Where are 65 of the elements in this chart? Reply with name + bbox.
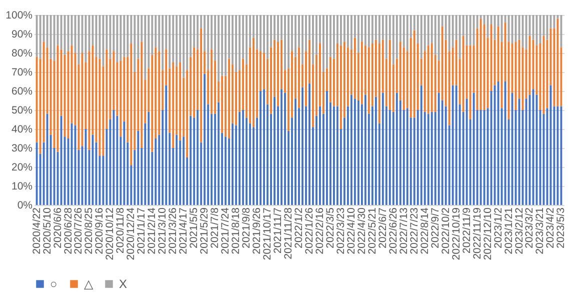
x-tick-label: 2020/12/24 <box>125 207 138 260</box>
x-tick-label: 2022/2/16 <box>314 207 326 254</box>
x-tick-label: 2020/5/10 <box>41 207 54 254</box>
x-tick-label: 2021/5/5 <box>188 207 200 248</box>
x-tick-label: 2021/7/8 <box>209 207 222 248</box>
x-tick-label: 2022/4/30 <box>356 207 368 254</box>
y-tick-label: 70% <box>11 66 32 78</box>
x-tick-label: 2022/7/23 <box>408 207 420 254</box>
x-tick-label: 2021/10/17 <box>262 207 274 260</box>
x-tick-label: 2021/9/26 <box>251 207 264 254</box>
x-tick-label: 2022/11/19 <box>471 207 484 260</box>
x-tick-label: 2023/3/2 <box>524 207 536 248</box>
x-tick-label: 2021/3/26 <box>167 207 180 254</box>
legend-label: ○ <box>50 277 58 291</box>
x-tick-label: 2022/1/26 <box>303 207 316 254</box>
x-tick-label: 2021/4/17 <box>178 207 190 254</box>
x-tick-label: 2022/9/7 <box>429 207 442 248</box>
x-tick-label: 2021/11/7 <box>272 207 284 254</box>
x-tick-label: 2021/7/24 <box>220 207 232 254</box>
x-tick-label: 2020/7/26 <box>72 207 85 254</box>
x-tick-label: 2022/3/23 <box>334 207 347 254</box>
x-tick-label: 2020/11/8 <box>114 207 127 254</box>
x-tick-label: 2021/9/8 <box>240 207 253 248</box>
x-tick-label: 2022/1/2 <box>293 207 305 248</box>
x-tick-label: 2021/2/14 <box>146 207 158 254</box>
x-tick-label: 2022/5/21 <box>366 207 378 254</box>
x-tick-label: 2022/10/19 <box>450 207 462 260</box>
legend-label: X <box>119 277 128 291</box>
x-tick-label: 2022/8/14 <box>418 207 431 254</box>
y-tick-label: 90% <box>11 28 32 40</box>
x-tick-label: 2020/6/28 <box>62 207 74 254</box>
x-tick-label: 2023/1/2 <box>492 207 504 248</box>
y-tick-label: 30% <box>11 142 32 154</box>
x-tick-label: 2022/10/2 <box>440 207 452 254</box>
y-tick-label: 80% <box>11 48 32 60</box>
x-tick-label: 2022/11/9 <box>460 207 473 254</box>
x-tick-label: 2023/5/3 <box>555 207 568 248</box>
x-tick-label: 2022/3/5 <box>324 207 336 248</box>
y-tick-label: 10% <box>11 180 32 192</box>
x-tick-label: 2021/5/29 <box>198 207 211 254</box>
x-tick-label: 2020/6/6 <box>52 207 64 248</box>
x-tick-label: 2022/6/26 <box>387 207 400 254</box>
y-tick-label: 60% <box>11 86 32 98</box>
x-tick-label: 2020/10/12 <box>104 207 116 260</box>
x-tick-label: 2022/7/13 <box>398 207 410 254</box>
x-tick-label: 2023/4/2 <box>544 207 557 248</box>
x-tick-label: 2021/8/18 <box>230 207 242 254</box>
x-tick-label: 2020/8/25 <box>83 207 96 254</box>
x-tick-label: 2022/12/10 <box>482 207 494 260</box>
y-tick-label: 50% <box>11 104 32 116</box>
legend-label: △ <box>84 277 94 291</box>
x-tick-label: 2021/3/10 <box>156 207 169 254</box>
y-tick-label: 40% <box>11 124 32 136</box>
x-tick-label: 2020/9/16 <box>94 207 106 254</box>
x-tick-label: 2023/2/12 <box>513 207 526 254</box>
x-tick-label: 2021/1/17 <box>136 207 148 254</box>
x-tick-label: 2022/6/7 <box>376 207 389 248</box>
x-tick-label: 2022/4/10 <box>345 207 358 254</box>
y-tick-label: 0% <box>17 200 32 212</box>
x-tick-label: 2021/11/28 <box>282 207 295 260</box>
y-tick-label: 20% <box>11 162 32 174</box>
y-tick-label: 100% <box>6 10 32 22</box>
x-tick-label: 2023/3/21 <box>534 207 546 254</box>
x-tick-label: 2023/1/21 <box>502 207 515 254</box>
x-tick-label: 2020/4/22 <box>30 207 43 254</box>
